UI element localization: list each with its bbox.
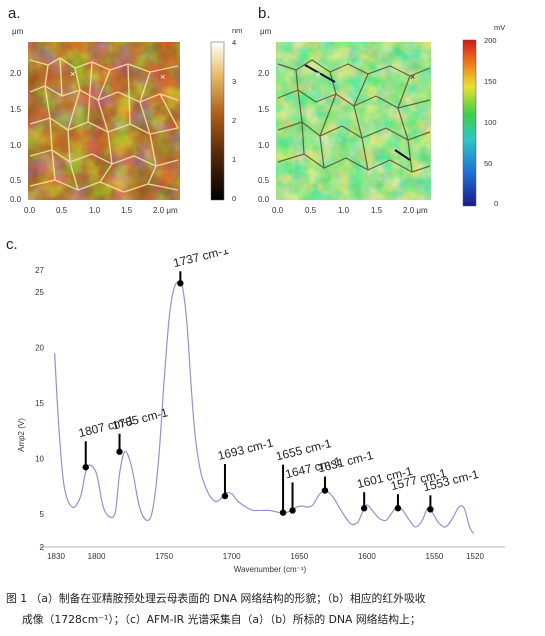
x-tick-label: 1520 [466, 552, 484, 561]
peak-marker [360, 505, 368, 512]
peak-marker [279, 509, 287, 516]
figure-caption: 图 1 （a）制备在亚精胺预处理云母表面的 DNA 网络结构的形貌；（b）相应的… [6, 588, 540, 630]
ir-dark-streak-1 [304, 64, 336, 83]
panel-b-x-tick: 1.5 [371, 206, 383, 215]
y-tick-label: 10 [35, 454, 44, 463]
panel-b-y-tick: 1.5 [258, 105, 270, 114]
panel-a-x-ticks: 0.0 0.5 1.0 1.5 2.0 μm [24, 206, 178, 215]
panel-b-unit: μm [260, 27, 272, 36]
peak-label: 1631 cm-1 [316, 448, 375, 475]
panel-a-colorbar-tick: 0 [232, 194, 236, 203]
panel-a-x-tick: 0.0 [24, 206, 36, 215]
panel-b-x-tick: 2.0 μm [403, 206, 428, 215]
afm-network-lines [29, 57, 179, 193]
x-tick-label: 1750 [155, 552, 173, 561]
afm-marker-2: × [160, 72, 165, 82]
y-axis-label: Amp2 (V) [17, 418, 26, 452]
x-tick-label: 1830 [47, 552, 65, 561]
ir-dark-streak-2 [394, 149, 411, 161]
y-tick-label: 25 [35, 288, 44, 297]
panel-b-y-tick: 1.0 [258, 141, 270, 150]
peak-marker [321, 487, 329, 494]
y-tick-label: 2 [40, 543, 45, 552]
panel-a-x-tick: 1.0 [89, 206, 101, 215]
x-tick-label: 1800 [88, 552, 106, 561]
panel-a-y-tick: 1.0 [10, 141, 22, 150]
y-tick-label: 27 [35, 266, 44, 275]
peak-marker [221, 492, 229, 500]
panel-b-colorbar-tick: 100 [484, 118, 497, 127]
panel-a-y-tick: 1.5 [10, 105, 22, 114]
panel-a-colorbar-unit: nm [232, 26, 242, 35]
peak-marker [82, 464, 89, 471]
peak-marker [177, 280, 184, 287]
panel-a-unit: μm [12, 27, 24, 36]
x-tick-label: 1550 [426, 552, 444, 561]
spectrum-y-ticks: 27 25 20 15 10 5 2 [35, 266, 44, 552]
x-tick-label: 1650 [290, 552, 308, 561]
peak-marker [289, 507, 296, 514]
panel-a-colorbar-tick: 1 [232, 155, 236, 164]
ir-marker-1: × [316, 69, 321, 79]
panel-b-y-tick: 0.0 [258, 195, 270, 204]
afm-height-panel: μm × × 2.0 1.5 1.0 0.5 0.0 0.0 0.5 1.0 1… [10, 26, 242, 215]
panel-b-x-tick: 1.0 [338, 206, 350, 215]
panel-a-x-tick: 2.0 μm [153, 206, 178, 215]
afm-ir-spectrum-chart: 27 25 20 15 10 5 2 1830 1800 1750 1700 1650 1600 155… [17, 250, 505, 574]
panel-b-y-tick: 2.0 [258, 69, 270, 78]
panel-a-y-tick: 0.5 [10, 176, 22, 185]
panel-b-label: b. [258, 5, 271, 22]
panel-b-x-tick: 0.5 [305, 206, 317, 215]
y-tick-label: 5 [40, 510, 45, 519]
caption-line-1: 图 1 （a）制备在亚精胺预处理云母表面的 DNA 网络结构的形貌；（b）相应的… [6, 592, 426, 605]
caption-line-2: 成像（1728cm⁻¹）；（c）AFM-IR 光谱采集自（a）（b）所标的 DN… [22, 613, 421, 626]
panel-a-y-tick: 0.0 [10, 195, 22, 204]
panel-c-label: c. [6, 236, 18, 253]
y-tick-label: 15 [35, 399, 44, 408]
panel-a-colorbar [210, 41, 225, 201]
peak-marker [427, 506, 434, 513]
panel-a-colorbar-tick: 4 [232, 38, 236, 47]
panel-a-y-tick: 2.0 [10, 69, 22, 78]
panel-b-x-tick: 0.0 [272, 206, 284, 215]
peak-marker [116, 448, 123, 455]
panel-b-y-tick: 0.5 [258, 176, 270, 185]
x-tick-label: 1600 [358, 552, 376, 561]
panel-b-colorbar-tick: 0 [494, 199, 498, 208]
panel-b-colorbar [462, 39, 477, 207]
panel-a-label: a. [8, 5, 21, 22]
panel-b-colorbar-tick: 150 [484, 77, 497, 86]
panel-a-x-tick: 0.5 [56, 206, 68, 215]
panel-b-colorbar-tick: 200 [484, 36, 497, 45]
panel-a-x-tick: 1.5 [121, 206, 133, 215]
peak-label: 1737 cm-1 [172, 250, 231, 270]
panel-a-colorbar-tick: 2 [232, 116, 236, 125]
panel-a-y-ticks: 2.0 1.5 1.0 0.5 0.0 [10, 69, 22, 204]
ir-map-panel: μm × × 2.0 1.5 1.0 0.5 0.0 0.0 0.5 1.0 1… [258, 23, 505, 215]
spectrum-line [54, 281, 475, 535]
peak-label: 1693 cm-1 [216, 436, 275, 463]
ir-image-texture [276, 42, 431, 200]
peak-marker [394, 505, 402, 512]
x-axis-label: Wavenumber (cm⁻¹) [234, 565, 307, 574]
panel-b-colorbar-tick: 50 [484, 159, 492, 168]
spectrum-x-ticks: 1830 1800 1750 1700 1650 1600 1550 1520 [47, 552, 484, 561]
x-tick-label: 1700 [223, 552, 241, 561]
afm-marker-1: × [70, 69, 75, 79]
y-tick-label: 20 [35, 344, 44, 353]
ir-marker-2: × [410, 72, 415, 82]
panel-b-colorbar-unit: mV [494, 23, 505, 32]
ir-network-lines [277, 59, 431, 173]
panel-a-colorbar-tick: 3 [232, 77, 236, 86]
